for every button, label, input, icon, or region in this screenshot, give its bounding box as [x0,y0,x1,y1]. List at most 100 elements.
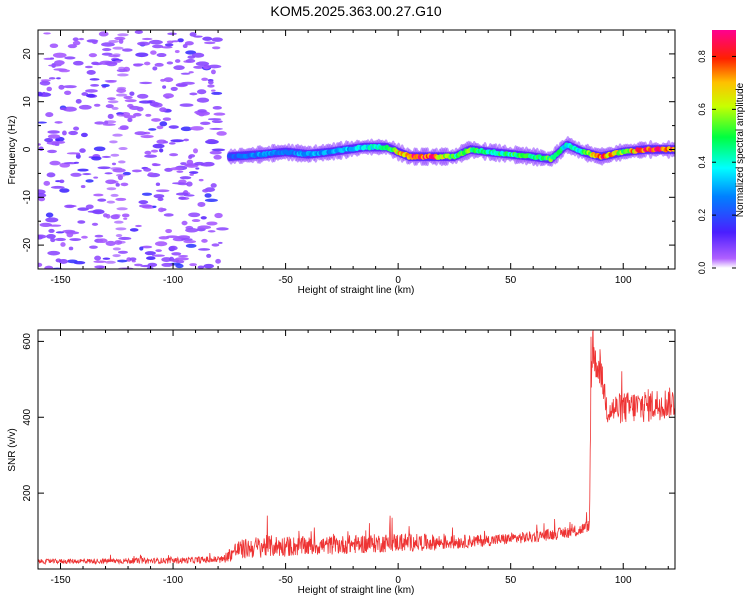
noise-blob [183,163,197,167]
snr-plot-area [38,330,675,566]
noise-blob [188,171,199,174]
noise-blob [43,32,51,35]
noise-blob [63,162,77,165]
noise-blob [196,89,207,95]
noise-blob [189,32,197,37]
noise-blob [69,238,82,241]
noise-streak-blob [114,60,122,64]
noise-blob [104,172,113,175]
noise-blob [186,181,193,187]
noise-blob [93,260,107,263]
noise-blob [181,220,188,226]
noise-blob [67,259,78,264]
noise-blob [138,100,153,104]
noise-blob [85,204,94,209]
noise-blob [182,43,188,49]
colorbar-tick-label: 0.6 [697,103,707,116]
noise-blob [197,265,205,269]
noise-blob [207,138,216,142]
noise-blob [72,37,79,42]
noise-blob [163,77,174,83]
spectrogram-plot-area [38,30,675,269]
noise-blob [155,189,170,193]
noise-streak-blob [117,126,129,130]
noise-blob [170,139,184,143]
noise-blob [38,91,43,97]
spectrogram-y-axis-label: Frequency (Hz) [7,116,18,185]
noise-blob [184,41,194,46]
noise-blob [77,207,90,211]
noise-blob [174,59,181,63]
noise-blob [191,219,201,223]
noise-blob [188,71,194,74]
noise-blob [164,43,174,47]
noise-blob [209,127,224,130]
noise-blob [158,148,164,153]
noise-streak-blob [112,247,121,251]
colorbar-ticks: 0.0 0.2 0.4 0.6 0.8 [697,50,736,274]
noise-blob [93,103,101,107]
noise-blob [59,179,65,184]
noise-blob [62,130,67,136]
noise-blob [72,60,84,66]
noise-blob [64,90,72,96]
noise-blob [167,32,177,36]
noise-blob [73,161,80,164]
noise-blob [114,36,126,41]
noise-blob [133,263,143,267]
noise-blob [171,40,179,43]
noise-blob [197,109,207,113]
noise-blob [135,52,149,58]
noise-blob [49,43,59,49]
noise-blob [166,61,174,65]
spectrogram-y-tick-label: 20 [22,48,33,60]
noise-blob [179,176,192,180]
noise-blob [138,200,149,205]
noise-blob [204,198,218,203]
noise-blob [134,30,144,34]
snr-x-tick-label: -150 [51,575,71,586]
noise-blob [38,121,47,124]
noise-blob [213,112,226,116]
noise-blob [141,37,153,41]
snr-y-tick-label: 600 [22,333,33,350]
noise-blob [139,246,144,251]
noise-blob [89,78,100,81]
noise-blob [55,138,61,142]
noise-streak-blob [115,93,128,97]
noise-blob [155,249,162,252]
noise-blob [169,153,179,157]
noise-blob [150,50,157,55]
noise-blob [189,173,194,176]
noise-streak-blob [109,140,118,144]
noise-blob [163,141,169,144]
noise-blob [211,120,223,124]
noise-blob [38,143,41,146]
noise-blob [144,251,156,256]
noise-blob [166,235,179,238]
noise-blob [193,35,203,38]
noise-blob [91,40,98,45]
noise-blob [101,52,113,56]
noise-blob [46,234,56,239]
noise-blob [97,198,107,202]
noise-blob [106,97,116,101]
noise-blob [137,41,151,46]
noise-blob [68,246,74,251]
noise-blob [93,176,99,179]
noise-blob [39,222,53,227]
noise-blob [94,255,102,261]
noise-streak-blob [115,234,123,238]
noise-streak-blob [110,153,120,157]
noise-blob [207,80,214,85]
noise-blob [211,37,223,42]
spectrogram-x-tick-label: -50 [278,275,293,286]
noise-blob [67,44,78,49]
noise-blob [197,225,212,230]
noise-blob [116,68,128,73]
noise-blob [124,99,137,103]
noise-streak-blob [108,39,119,43]
noise-blob [214,212,223,219]
noise-blob [59,188,70,193]
